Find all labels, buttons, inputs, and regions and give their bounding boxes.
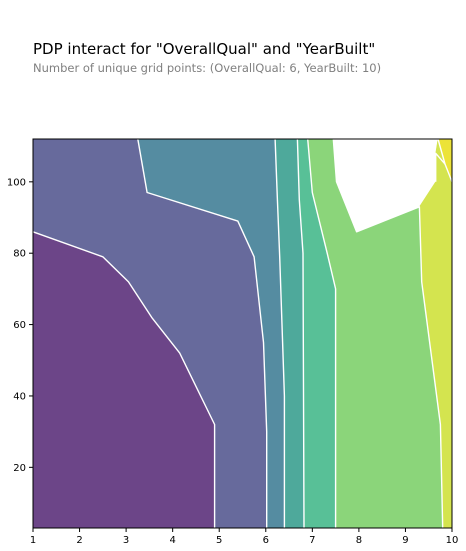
contour-line-1 (32, 231, 216, 528)
x-tick-label: 1 (30, 535, 36, 546)
contour-line-8 (435, 152, 446, 182)
y-axis: 20 40 60 80 100 (7, 177, 33, 474)
x-tick-label: 7 (309, 535, 315, 546)
contour-fills (32, 138, 453, 529)
x-tick-label: 9 (402, 535, 408, 546)
contour-line-3 (274, 138, 286, 528)
x-tick-label: 2 (76, 535, 82, 546)
y-tick-label: 60 (13, 320, 26, 331)
x-axis: 1 2 3 4 5 6 7 8 9 10 (30, 528, 459, 546)
x-tick-label: 8 (356, 535, 362, 546)
contour-line-5 (307, 138, 337, 528)
x-tick-label: 10 (446, 535, 459, 546)
plot-frame (32, 138, 453, 529)
x-tick-label: 4 (169, 535, 175, 546)
contour-line-4 (296, 138, 305, 529)
y-tick-label: 20 (13, 463, 26, 474)
contour-line-6 (332, 138, 444, 529)
x-tick-label: 6 (263, 535, 269, 546)
contour-lines (32, 138, 453, 529)
chart-title: PDP interact for "OverallQual" and "Year… (33, 40, 376, 58)
x-tick-label: 5 (216, 535, 222, 546)
x-tick-label: 3 (123, 535, 129, 546)
chart-subtitle: Number of unique grid points: (OverallQu… (33, 61, 382, 75)
contour-line-2 (137, 138, 268, 528)
y-tick-label: 40 (13, 391, 26, 402)
y-tick-label: 100 (7, 177, 26, 188)
y-tick-label: 80 (13, 249, 26, 260)
